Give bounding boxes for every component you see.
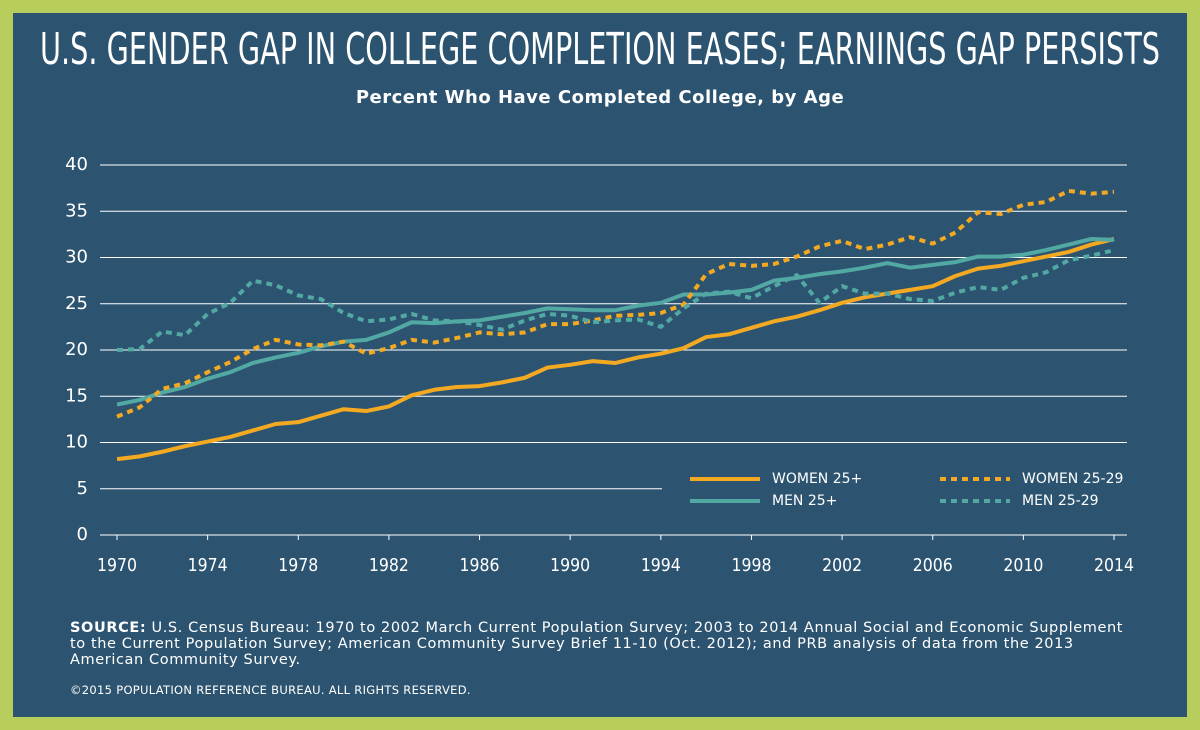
- legend-box: [662, 462, 1132, 520]
- y-tick-label: 10: [65, 432, 88, 453]
- x-tick-label: 1986: [460, 555, 500, 576]
- y-tick-label: 15: [65, 385, 88, 406]
- x-tick-label: 2014: [1094, 555, 1134, 576]
- x-tick-label: 1994: [641, 555, 681, 576]
- chart-title: U.S. GENDER GAP IN COLLEGE COMPLETION EA…: [40, 24, 1160, 75]
- x-tick-label: 1982: [369, 555, 409, 576]
- y-tick-label: 0: [77, 524, 88, 545]
- y-tick-label: 20: [65, 339, 88, 360]
- x-tick-label: 2006: [913, 555, 953, 576]
- y-tick-label: 35: [65, 200, 88, 221]
- y-tick-label: 5: [77, 478, 88, 499]
- panel: [13, 13, 1187, 717]
- legend-label: MEN 25-29: [1022, 493, 1099, 509]
- legend-label: MEN 25+: [772, 493, 837, 509]
- legend-label: WOMEN 25+: [772, 471, 862, 487]
- x-tick-label: 1974: [188, 555, 228, 576]
- y-tick-label: 40: [65, 154, 88, 175]
- x-tick-label: 1990: [550, 555, 590, 576]
- legend-label: WOMEN 25-29: [1022, 471, 1123, 487]
- copyright: ©2015 POPULATION REFERENCE BUREAU. ALL R…: [70, 683, 471, 697]
- x-tick-label: 2002: [822, 555, 862, 576]
- source-note: SOURCE: U.S. Census Bureau: 1970 to 2002…: [70, 620, 1140, 668]
- x-tick-label: 1970: [97, 555, 137, 576]
- chart-subtitle: Percent Who Have Completed College, by A…: [356, 87, 844, 108]
- source-text: U.S. Census Bureau: 1970 to 2002 March C…: [70, 620, 1124, 668]
- series-line: [116, 237, 1115, 462]
- x-tick-label: 2010: [1003, 555, 1043, 576]
- series-line: [116, 237, 1115, 407]
- source-label: SOURCE:: [70, 620, 147, 636]
- x-tick-label: 1998: [731, 555, 771, 576]
- y-tick-label: 25: [65, 293, 88, 314]
- x-tick-label: 1978: [278, 555, 318, 576]
- y-tick-label: 30: [65, 247, 88, 268]
- series-line: [116, 248, 1115, 352]
